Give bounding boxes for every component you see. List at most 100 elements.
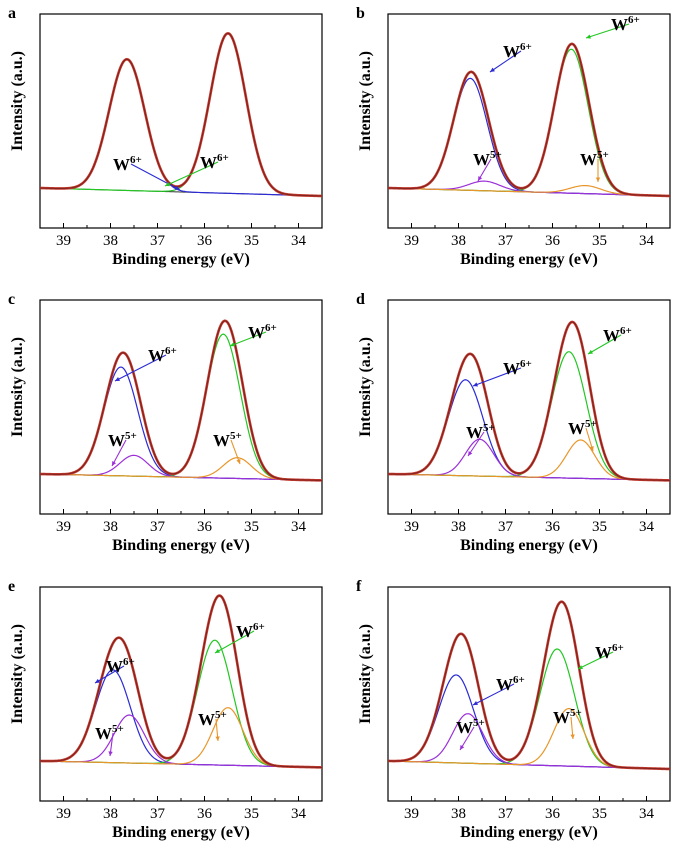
peak-label: W6+: [603, 325, 632, 345]
x-tick-label: 36: [197, 519, 213, 535]
peak-label-base: W: [456, 718, 473, 737]
peak-label-base: W: [553, 708, 570, 727]
chart-svg-e: e 39 38 37 36 35 34 Binding energy (eV) Intensit…: [8, 578, 323, 841]
x-tick-label: 35: [244, 233, 259, 249]
x-tick-label: 37: [498, 233, 514, 249]
annotation-arrowhead: [460, 745, 465, 750]
annotation-arrowhead: [236, 459, 241, 464]
panel-c: c 39 38 37 36 35 34 Binding energy (eV) Intensit…: [0, 286, 348, 572]
peak-label-base: W: [198, 710, 215, 729]
annotation-arrowhead: [588, 349, 593, 354]
x-tick-label: 34: [291, 233, 307, 249]
peak-label-base: W: [113, 155, 130, 174]
peak-label-sup: 5+: [473, 717, 485, 729]
peak-label: W6+: [148, 345, 177, 365]
peak-label-sup: 5+: [570, 707, 582, 719]
peak-label-sup: 5+: [230, 430, 242, 442]
component-w5plus-2: [388, 713, 670, 770]
peak-label-base: W: [611, 15, 628, 34]
panel-label: f: [356, 578, 362, 595]
peak-label-sup: 6+: [130, 154, 142, 166]
peak-label: W6+: [595, 642, 624, 662]
chart-svg-c: c 39 38 37 36 35 34 Binding energy (eV) Intensit…: [8, 291, 323, 554]
peak-label-sup: 5+: [490, 149, 502, 161]
peak-label-base: W: [580, 150, 597, 169]
peak-label-base: W: [95, 724, 112, 743]
plot-area: [40, 319, 322, 482]
y-axis-title: Intensity (a.u.): [357, 337, 374, 437]
peak-label: W6+: [496, 674, 525, 694]
annotation-arrow: [577, 651, 614, 670]
plot-frame: [39, 13, 323, 229]
component-w6plus-0: [40, 366, 322, 481]
annotation-arrowhead: [490, 67, 495, 72]
annotation-arrow: [111, 439, 127, 467]
peak-label: W6+: [503, 358, 532, 378]
y-axis-title: Intensity (a.u.): [357, 51, 374, 151]
x-tick-label: 35: [244, 806, 259, 822]
fit-envelope-line: [388, 601, 670, 770]
annotation-arrow: [229, 331, 267, 347]
x-tick-label: 38: [451, 806, 466, 822]
x-tick-label: 39: [404, 519, 419, 535]
annotation-arrowhead: [95, 678, 100, 683]
peak-label-sup: 6+: [165, 345, 177, 357]
peak-label-sup: 5+: [585, 418, 597, 430]
annotation-arrow: [585, 23, 630, 39]
component-w6plus-0: [388, 77, 670, 197]
x-tick-label: 35: [592, 233, 607, 249]
x-tick-label: 36: [197, 233, 213, 249]
x-tick-label: 39: [56, 806, 71, 822]
peak-label: W5+: [580, 149, 609, 169]
peak-label-sup: 6+: [520, 358, 532, 370]
peak-label-sup: 6+: [123, 656, 135, 668]
plot-area: [388, 320, 670, 482]
peak-label-sup: 6+: [612, 642, 624, 654]
peak-label-base: W: [200, 153, 217, 172]
y-axis-title: Intensity (a.u.): [9, 624, 26, 724]
fit-envelope-line: [40, 32, 322, 197]
x-tick-label: 36: [545, 806, 561, 822]
peak-label-base: W: [213, 431, 230, 450]
annotation-arrowhead: [595, 177, 601, 182]
peak-label-sup: 5+: [125, 430, 137, 442]
fit-envelope-line: [388, 321, 670, 481]
x-tick-label: 34: [639, 806, 655, 822]
annotation-arrowhead: [570, 734, 575, 739]
fit-envelope-line: [388, 43, 670, 197]
component-w5plus-2: [388, 438, 670, 481]
peak-label-sup: 6+: [217, 152, 229, 164]
plot-area: [40, 31, 322, 198]
panel-label: e: [8, 578, 15, 595]
peak-label: W5+: [553, 707, 582, 727]
component-w6plus-0: [388, 379, 670, 481]
peak-label-base: W: [503, 359, 520, 378]
peak-label-base: W: [603, 326, 620, 345]
annotation-arrowhead: [586, 34, 591, 39]
annotation-arrowhead: [175, 185, 180, 190]
peak-label: W5+: [213, 430, 242, 450]
x-tick-label: 37: [498, 519, 514, 535]
peak-label: W6+: [248, 322, 277, 342]
panel-label: d: [356, 291, 365, 308]
peak-label: W6+: [106, 656, 135, 676]
x-tick-label: 38: [103, 233, 118, 249]
x-tick-label: 34: [639, 233, 655, 249]
panel-f: f 39 38 37 36 35 34 Binding energy (eV) Intensit…: [348, 573, 696, 859]
component-w6plus-1: [388, 648, 670, 770]
x-tick-label: 37: [150, 806, 166, 822]
plot-area: [388, 42, 670, 198]
x-tick-label: 35: [592, 519, 607, 535]
peak-label-sup: 5+: [112, 723, 124, 735]
raw-data-line: [388, 42, 670, 198]
panel-b: b 39 38 37 36 35 34 Binding energy (eV) Intensit…: [348, 0, 696, 286]
annotation-arrowhead: [112, 461, 117, 466]
plot-frame: [39, 586, 323, 802]
x-axis-title: Binding energy (eV): [460, 251, 598, 268]
peak-label-base: W: [466, 423, 483, 442]
chart-svg-a: a 39 38 37 36 35 34 Binding energy (eV) Intensit…: [8, 5, 323, 268]
peak-label-base: W: [496, 675, 513, 694]
annotation-arrowhead: [115, 377, 120, 381]
peak-label: W5+: [473, 149, 502, 169]
component-w5plus-3: [40, 707, 322, 768]
